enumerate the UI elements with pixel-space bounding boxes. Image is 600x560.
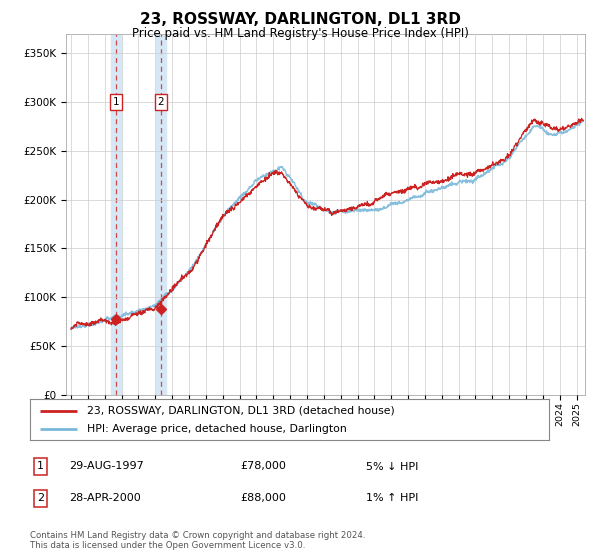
- Text: £78,000: £78,000: [240, 461, 286, 472]
- Text: 5% ↓ HPI: 5% ↓ HPI: [366, 461, 418, 472]
- Text: 1: 1: [113, 97, 119, 107]
- Text: 2: 2: [158, 97, 164, 107]
- Bar: [156, 34, 166, 395]
- Text: 1: 1: [37, 461, 44, 472]
- Bar: [111, 34, 121, 395]
- Text: 28-APR-2000: 28-APR-2000: [69, 493, 141, 503]
- Text: Price paid vs. HM Land Registry's House Price Index (HPI): Price paid vs. HM Land Registry's House …: [131, 27, 469, 40]
- Text: 23, ROSSWAY, DARLINGTON, DL1 3RD (detached house): 23, ROSSWAY, DARLINGTON, DL1 3RD (detach…: [87, 405, 395, 416]
- Text: 23, ROSSWAY, DARLINGTON, DL1 3RD: 23, ROSSWAY, DARLINGTON, DL1 3RD: [140, 12, 460, 27]
- Text: 1% ↑ HPI: 1% ↑ HPI: [366, 493, 418, 503]
- Text: HPI: Average price, detached house, Darlington: HPI: Average price, detached house, Darl…: [87, 424, 347, 434]
- Text: 29-AUG-1997: 29-AUG-1997: [69, 461, 144, 472]
- Text: £88,000: £88,000: [240, 493, 286, 503]
- Text: 2: 2: [37, 493, 44, 503]
- Text: Contains HM Land Registry data © Crown copyright and database right 2024.
This d: Contains HM Land Registry data © Crown c…: [30, 530, 365, 550]
